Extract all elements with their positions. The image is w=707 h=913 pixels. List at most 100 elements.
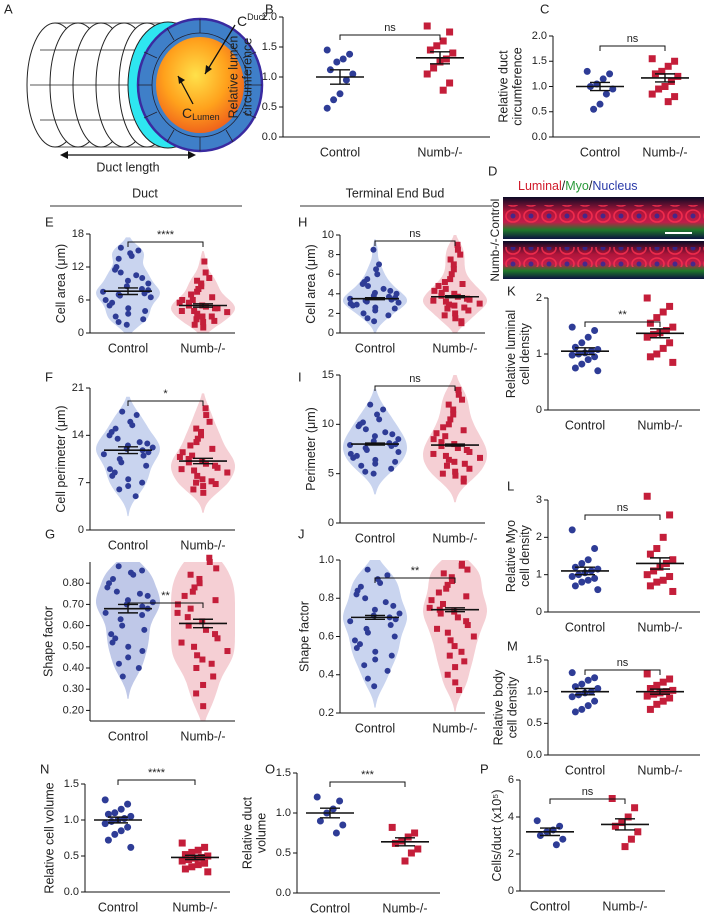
y-tick-label: 0.40 xyxy=(63,662,84,674)
y-axis-label: Relative body xyxy=(492,669,506,745)
data-point xyxy=(650,567,658,575)
y-tick-label: 0 xyxy=(536,404,542,416)
data-point xyxy=(458,320,465,327)
y-tick-label: 1.5 xyxy=(64,778,79,790)
data-point xyxy=(428,597,435,604)
data-point xyxy=(194,435,201,442)
data-point xyxy=(591,674,599,682)
data-point xyxy=(450,411,457,418)
y-axis-label: Relative lumen xyxy=(227,36,241,119)
significance-label: ns xyxy=(627,33,639,45)
panel-letter: L xyxy=(507,478,514,493)
data-point xyxy=(444,629,451,636)
y-tick-label: 7 xyxy=(78,477,84,489)
data-point xyxy=(611,822,619,830)
y-tick-label: 1.0 xyxy=(276,807,291,819)
data-point xyxy=(584,576,592,584)
violin xyxy=(171,562,235,721)
data-point xyxy=(139,479,146,486)
arrowhead xyxy=(205,65,212,74)
x-tick-label: Numb-/- xyxy=(172,900,217,913)
data-point xyxy=(669,686,677,694)
data-point xyxy=(440,570,447,577)
data-point xyxy=(382,599,389,606)
data-point xyxy=(465,307,472,314)
data-point xyxy=(204,852,212,860)
data-point xyxy=(213,565,220,572)
data-point xyxy=(119,673,126,680)
lumen xyxy=(156,37,244,133)
data-point xyxy=(653,350,661,358)
data-point xyxy=(442,298,449,305)
data-point xyxy=(178,639,185,646)
data-point xyxy=(145,280,152,287)
data-point xyxy=(124,823,132,831)
data-point xyxy=(125,654,132,661)
data-point xyxy=(194,652,201,659)
data-point xyxy=(391,633,398,640)
violin xyxy=(171,251,235,333)
data-point xyxy=(130,571,137,578)
data-point xyxy=(434,625,441,632)
data-point xyxy=(133,412,140,419)
data-point xyxy=(666,302,674,310)
data-point xyxy=(178,857,186,865)
data-point xyxy=(136,439,143,446)
data-point xyxy=(372,656,379,663)
y-axis-label: volume xyxy=(255,813,269,853)
data-point xyxy=(463,618,470,625)
x-tick-label: Numb-/- xyxy=(432,341,477,355)
data-point xyxy=(444,581,451,588)
y-tick-label: 1 xyxy=(536,348,542,360)
data-point xyxy=(591,574,599,582)
y-tick-label: 0.5 xyxy=(532,106,547,118)
data-point xyxy=(380,406,387,413)
data-point xyxy=(191,584,198,591)
panel-letter: O xyxy=(265,761,275,776)
data-point xyxy=(147,294,154,301)
data-point xyxy=(214,464,221,471)
row-label: Control xyxy=(488,199,502,238)
data-point xyxy=(452,679,459,686)
data-point xyxy=(388,652,395,659)
data-point xyxy=(347,295,354,302)
x-tick-label: Control xyxy=(310,901,350,913)
data-point xyxy=(445,301,452,308)
data-point xyxy=(430,297,437,304)
data-point xyxy=(196,580,203,587)
data-point xyxy=(454,241,461,248)
data-point xyxy=(139,612,146,618)
significance-label: ** xyxy=(161,590,170,602)
y-axis-label: Relative duct xyxy=(241,796,255,869)
data-point xyxy=(119,408,126,415)
data-point xyxy=(659,678,667,686)
y-tick-label: 1.0 xyxy=(64,814,79,826)
data-point xyxy=(355,423,362,430)
y-axis-label: Relative luminal xyxy=(504,310,518,398)
data-point xyxy=(476,300,483,307)
panel-letter: J xyxy=(298,526,305,541)
data-point xyxy=(188,863,196,871)
data-point xyxy=(204,868,212,876)
data-point xyxy=(596,100,604,108)
y-axis-label: Cell perimeter (μm) xyxy=(54,405,68,512)
y-axis-label: Cells/duct (x10⁵) xyxy=(490,789,504,881)
data-point xyxy=(568,669,576,677)
x-tick-label: Control xyxy=(580,145,620,159)
data-point xyxy=(350,454,357,461)
data-point xyxy=(367,401,374,408)
data-point xyxy=(441,312,448,319)
data-point xyxy=(578,559,586,567)
data-point xyxy=(648,90,656,98)
y-tick-label: 6 xyxy=(508,774,514,786)
data-point xyxy=(206,559,213,565)
data-point xyxy=(387,287,394,294)
data-point xyxy=(364,675,371,682)
significance-bracket xyxy=(584,514,661,520)
data-point xyxy=(584,333,592,341)
significance-bracket xyxy=(127,602,204,608)
x-tick-label: Control xyxy=(355,531,395,545)
y-axis-label: cell density xyxy=(518,524,532,587)
data-point xyxy=(194,472,201,479)
